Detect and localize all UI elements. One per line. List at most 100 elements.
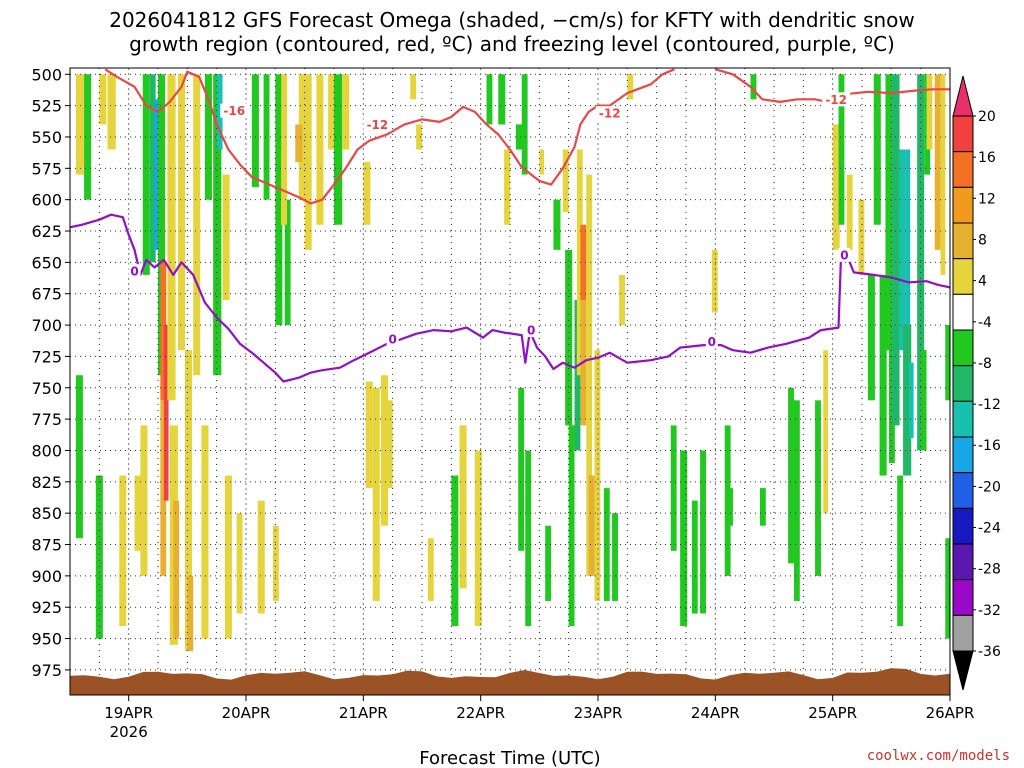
omega-cell <box>727 488 733 526</box>
omega-cell <box>612 513 618 601</box>
omega-cell <box>275 74 283 326</box>
y-tick-label: 550 <box>31 128 62 147</box>
x-axis: 19APR 20APR 21APR 22APR 23APR 24APR 25APR 26APR… <box>104 695 974 741</box>
colorbar-box <box>952 543 974 581</box>
omega-cell <box>545 525 552 601</box>
freezing-level-contour-label-bg <box>838 247 851 262</box>
omega-cell <box>160 400 167 576</box>
omega-cell <box>386 400 393 489</box>
omega-cell <box>284 199 291 326</box>
omega-cell <box>216 74 223 150</box>
y-tick-label: 775 <box>31 410 62 429</box>
omega-cell <box>363 162 371 225</box>
omega-cell <box>670 425 677 551</box>
omega-cell <box>222 174 230 300</box>
y-tick-label: 650 <box>31 253 62 272</box>
y-tick-label: 700 <box>31 316 62 335</box>
y-tick-label: 500 <box>31 65 62 84</box>
colorbar-tick-label: -24 <box>978 521 1001 537</box>
omega-cell <box>603 488 610 601</box>
y-axis: 500 525 550 575 600 625 650 675 700 725 750 775 800 8… <box>31 65 70 680</box>
colorbar-box <box>952 365 974 402</box>
freezing-level-contour-label-bg <box>128 264 141 279</box>
omega-cell <box>201 425 209 639</box>
colorbar-tick-label: 8 <box>978 232 987 248</box>
grid-lines <box>70 68 950 695</box>
x-tick-label: 19APR <box>104 704 153 722</box>
omega-cell <box>553 199 561 250</box>
omega-cell <box>759 488 766 526</box>
y-tick-label: 875 <box>31 536 62 555</box>
omega-cell <box>750 74 757 100</box>
omega-cell <box>410 74 417 100</box>
omega-cell <box>372 387 380 601</box>
omega-cell <box>134 475 142 551</box>
y-tick-label: 800 <box>31 441 62 460</box>
colorbar-tick-label: -36 <box>978 644 1001 660</box>
omega-cell <box>934 74 941 250</box>
x-year-label: 2026 <box>110 723 148 741</box>
colorbar-box <box>952 186 974 224</box>
omega-cell <box>328 74 336 150</box>
omega-cell <box>173 500 180 639</box>
omega-cell <box>75 375 83 539</box>
colorbar-top-tip <box>952 75 974 117</box>
omega-cell <box>154 99 160 250</box>
colorbar-box <box>952 472 974 509</box>
omega-cell <box>486 74 493 125</box>
colorbar-tick-label: 12 <box>978 191 996 207</box>
omega-cell <box>525 450 532 627</box>
omega-cell <box>498 74 506 125</box>
y-tick-label: 525 <box>31 97 62 116</box>
omega-cell <box>160 262 167 401</box>
omega-cell <box>586 174 593 576</box>
omega-cell <box>474 450 482 627</box>
omega-cell <box>793 400 800 601</box>
y-tick-label: 625 <box>31 222 62 241</box>
omega-cell <box>334 74 343 225</box>
dgz-contour-line <box>104 68 675 205</box>
colorbar-tick-label: -28 <box>978 562 1001 578</box>
freezing-level-contour-label: 0 <box>840 248 848 262</box>
omega-cell <box>163 325 169 501</box>
omega-cell <box>627 74 634 100</box>
omega-cell <box>838 74 845 225</box>
x-tick-label: 26APR <box>926 704 975 722</box>
terrain-shape <box>70 668 950 695</box>
omega-cell <box>167 74 176 401</box>
omega-cell <box>342 74 350 150</box>
x-tick-label: 20APR <box>222 704 271 722</box>
terrain-band <box>70 668 950 695</box>
colorbar-box <box>952 258 974 295</box>
contour-layer: -16 -12 -12 -12 0 0 0 0 0 <box>70 68 950 383</box>
credit-text: coolwx.com/models <box>867 748 1010 764</box>
colorbar-tick-label: -8 <box>978 356 992 372</box>
omega-cell <box>142 74 150 275</box>
omega-cell <box>619 274 625 326</box>
dgz-contour-label: -16 <box>223 104 245 118</box>
colorbar-box <box>952 115 974 153</box>
colorbar-tick-label: 20 <box>978 109 996 125</box>
omega-cell <box>580 224 587 300</box>
omega-cell <box>416 124 422 150</box>
colorbar-box <box>952 436 974 474</box>
omega-cell <box>945 538 950 639</box>
freezing-level-contour-label-bg <box>705 334 718 349</box>
omega-cell <box>897 475 904 627</box>
freezing-level-contour-label: 0 <box>130 265 138 279</box>
omega-cell <box>95 475 103 639</box>
omega-cell <box>184 350 193 652</box>
y-tick-label: 975 <box>31 661 62 680</box>
freezing-level-contour-label: 0 <box>527 324 535 338</box>
freezing-level-contour-label: 0 <box>708 335 716 349</box>
y-tick-label: 675 <box>31 285 62 304</box>
colorbar: 20 16 12 8 4 -4 -8 -12 -16 -20 -24 -28 -32 -36 <box>952 75 1001 691</box>
omega-cell <box>905 149 911 326</box>
omega-cell <box>565 249 573 426</box>
omega-cell <box>562 149 569 213</box>
omega-cell <box>224 475 232 639</box>
y-tick-label: 950 <box>31 630 62 649</box>
omega-cell <box>119 475 127 627</box>
omega-cell <box>903 325 912 476</box>
